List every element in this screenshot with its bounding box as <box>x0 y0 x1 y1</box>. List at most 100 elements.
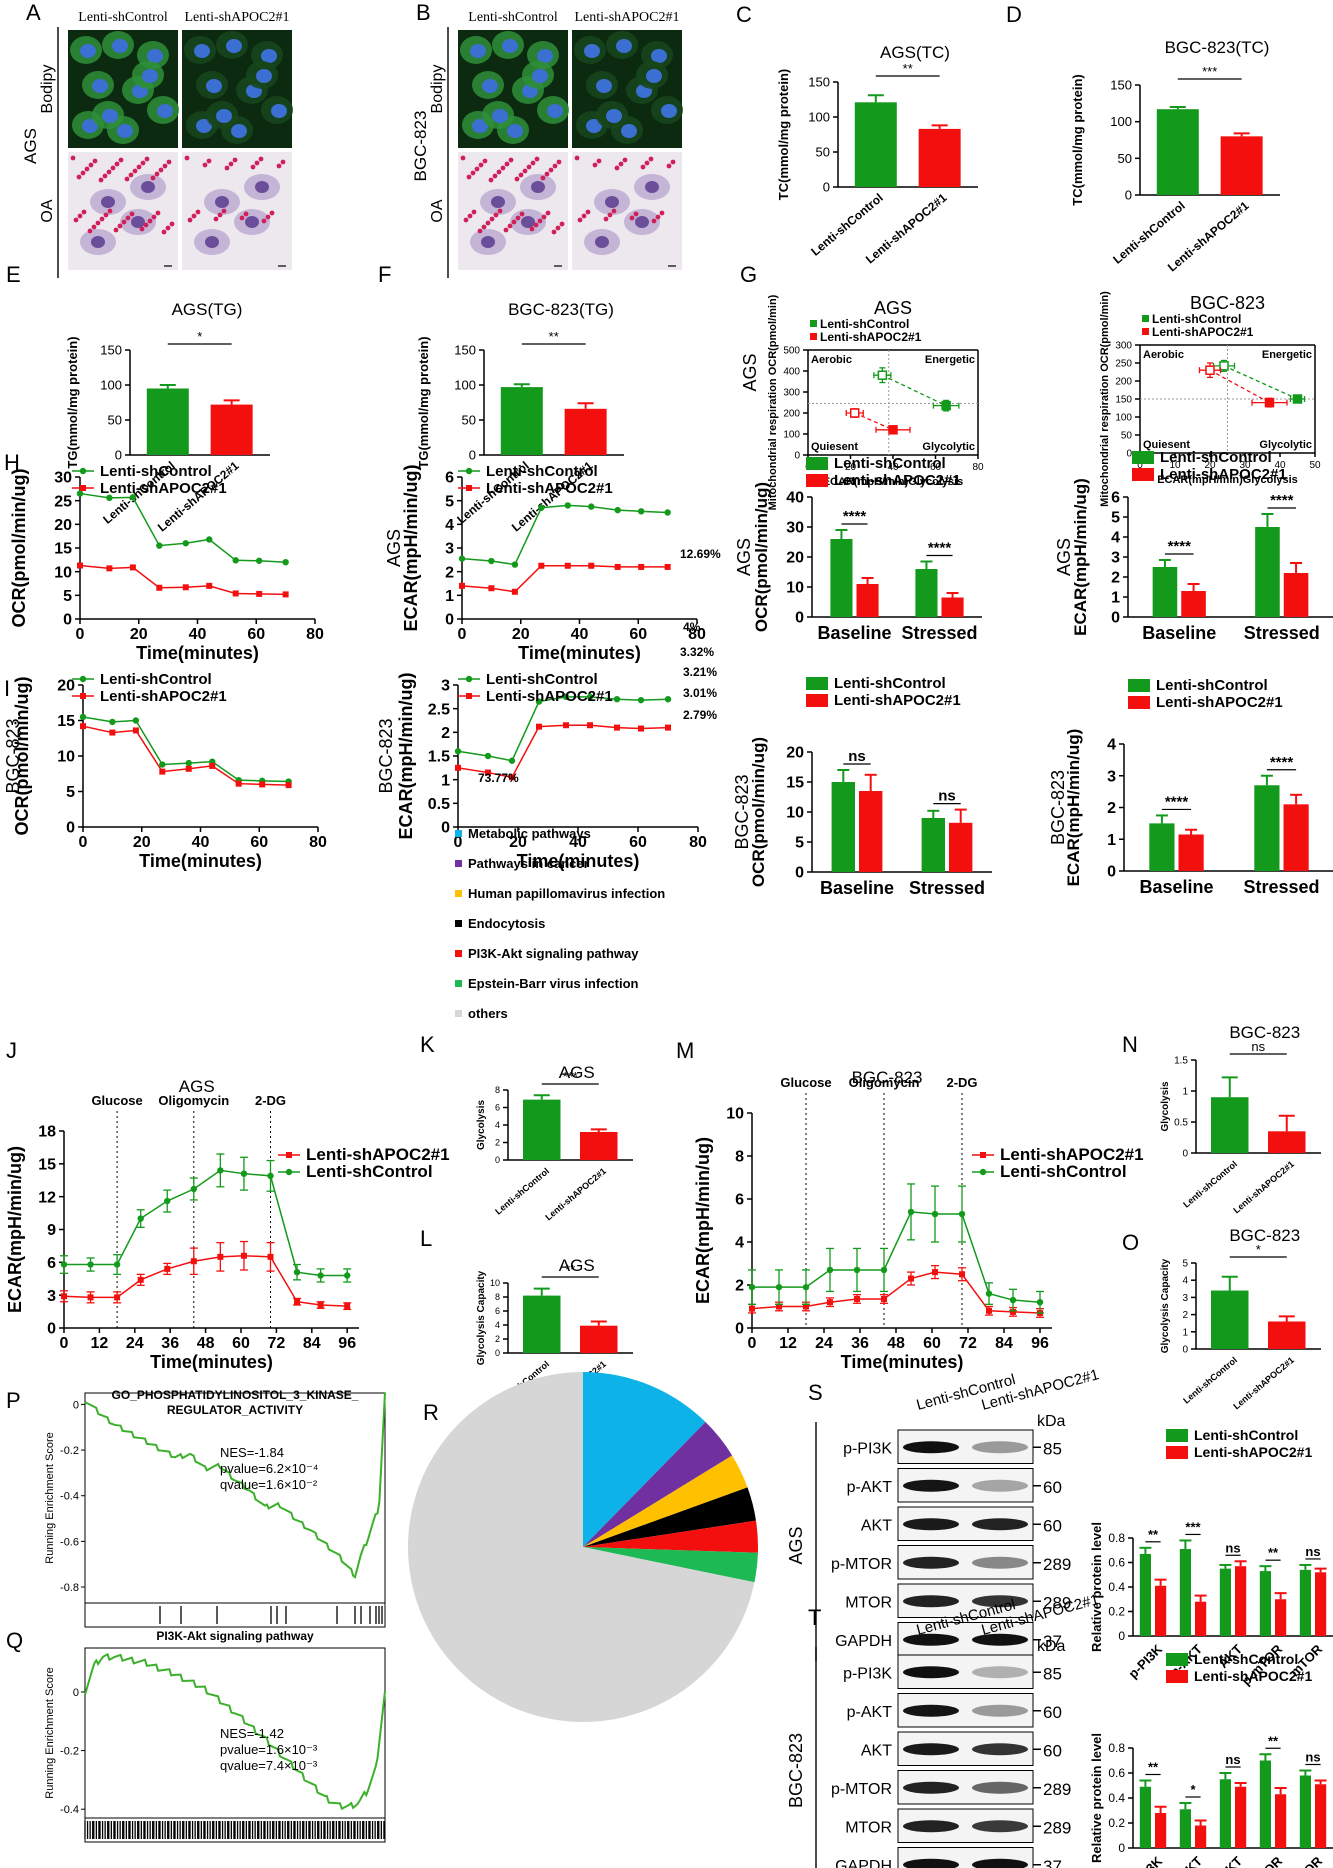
blot-band <box>903 1556 959 1569</box>
series-line <box>461 504 668 566</box>
x-tick-label: 12 <box>91 1335 109 1352</box>
cell-nucleus <box>92 79 108 93</box>
lipid-droplet <box>114 161 120 167</box>
panel-letter: S <box>808 1380 823 1405</box>
pie-slice <box>583 1520 758 1553</box>
column-label: Lenti-shControl <box>468 10 558 25</box>
pie-slice <box>583 1455 748 1547</box>
x-tick-label: 36 <box>851 1335 869 1352</box>
lipid-droplet <box>518 172 524 178</box>
category-label: Lenti-shControl <box>493 1166 551 1217</box>
cell-nucleus <box>117 124 133 138</box>
data-point <box>853 1266 861 1274</box>
y-axis-label: Relative protein level <box>1089 1733 1104 1863</box>
lipid-droplet <box>99 216 105 222</box>
lipid-droplet <box>162 163 168 169</box>
lipid-droplet <box>261 218 267 224</box>
lipid-droplet <box>466 174 472 180</box>
lipid-droplet <box>519 211 525 217</box>
y-tick-label: 6 <box>495 1306 500 1316</box>
y-tick-label: 30 <box>786 520 804 537</box>
chart-title: AGS(TG) <box>172 300 243 319</box>
lipid-droplet <box>239 215 245 221</box>
lipid-droplet <box>254 160 260 166</box>
y-axis-label: Glycolysis Capacity <box>1160 1258 1171 1353</box>
data-point <box>1264 397 1275 408</box>
marker-label: Glucose <box>780 1075 831 1090</box>
y-tick-label: 0.4 <box>1108 1791 1125 1805</box>
cell-line-label: BGC-823 <box>411 111 430 182</box>
legend-label: Lenti-shControl <box>486 463 598 480</box>
y-tick-label: 6 <box>495 1103 500 1113</box>
bar <box>1195 1825 1207 1848</box>
lipid-droplet <box>477 228 483 234</box>
lipid-droplet <box>84 166 90 172</box>
data-point <box>106 494 113 502</box>
legend-swatch <box>1128 679 1150 692</box>
legend-label: Lenti-shAPOC2#1 <box>834 692 961 709</box>
x-tick-label: 0 <box>60 1335 69 1352</box>
x-tick-label: 0 <box>748 1335 757 1352</box>
protein-label: p-AKT <box>847 1704 893 1721</box>
data-point <box>106 565 113 572</box>
cell-nucleus <box>646 69 662 83</box>
legend-marker <box>286 1152 292 1158</box>
cell-line-label: AGS <box>21 128 40 164</box>
lipid-droplet <box>482 158 488 164</box>
bar <box>1211 1097 1249 1153</box>
y-tick-label: 4 <box>735 1235 744 1252</box>
data-point <box>156 542 163 549</box>
data-point <box>664 509 671 516</box>
slice-label: 4% <box>683 620 701 634</box>
blot-band <box>972 1858 1028 1868</box>
y-axis-label: ECAR(mpH/min/ug) <box>1071 478 1090 636</box>
x-tick-label: 40 <box>887 462 899 473</box>
legend-swatch <box>1132 468 1154 481</box>
y-tick-label: 0 <box>823 180 830 195</box>
y-tick-label: 9 <box>47 1222 56 1239</box>
cell-nucleus <box>112 39 128 53</box>
y-tick-label: 0 <box>1111 610 1120 627</box>
protein-label: GAPDH <box>835 1633 892 1650</box>
data-point <box>190 1185 197 1193</box>
column-label: Lenti-shAPOC2#1 <box>575 10 680 25</box>
data-point <box>748 1283 756 1291</box>
bar <box>1149 823 1175 871</box>
y-tick-label: 0.6 <box>1108 1556 1125 1570</box>
chart-title: BGC-823 <box>852 1068 923 1087</box>
cell-nucleus <box>256 69 272 83</box>
x-tick-label: 48 <box>197 1335 215 1352</box>
chart-I2: 0 0.5 1 1.5 2 2.5 3 ECAR(mpH/min/ug) 0 20 40 60 80 Ti… <box>376 671 707 871</box>
data-point <box>881 1295 887 1302</box>
panel-letter: N <box>1122 1032 1138 1057</box>
lipid-droplet <box>467 213 473 219</box>
data-point <box>985 1290 993 1297</box>
legend-swatch <box>455 890 462 897</box>
bar <box>1299 1775 1311 1848</box>
y-tick-label: 20 <box>54 517 72 534</box>
bar <box>1259 1760 1271 1848</box>
lipid-droplet <box>206 158 212 164</box>
chart-H4: 0 1 2 3 4 5 6 ECAR(mpH/min/ug) **** Baseline **** S… <box>1054 449 1333 643</box>
data-point <box>129 564 136 571</box>
marker-label: 2-DG <box>946 1075 977 1090</box>
panel-letter: J <box>6 1038 17 1063</box>
data-point <box>1036 1299 1044 1306</box>
data-point <box>775 1283 783 1291</box>
lipid-droplet <box>670 159 676 165</box>
x-tick-label: 60 <box>629 834 647 851</box>
y-axis-label: Glycolysis <box>476 1100 487 1150</box>
data-point <box>217 1253 224 1260</box>
stained-nucleus <box>245 216 259 228</box>
lipid-droplet <box>533 222 539 228</box>
stained-nucleus <box>91 236 105 248</box>
data-point <box>317 1302 324 1309</box>
lipid-droplet <box>117 223 123 229</box>
protein-label: p-MTOR <box>831 1781 892 1798</box>
blot-band <box>972 1518 1028 1531</box>
data-point <box>182 540 189 547</box>
sig-label: ns <box>1305 1544 1320 1559</box>
chart-K: 0 2 4 6 8 Glycolysis Lenti-shControlLenti-shAP… <box>476 1063 633 1222</box>
y-tick-label: 6 <box>445 470 454 487</box>
lipid-droplet <box>202 162 208 168</box>
